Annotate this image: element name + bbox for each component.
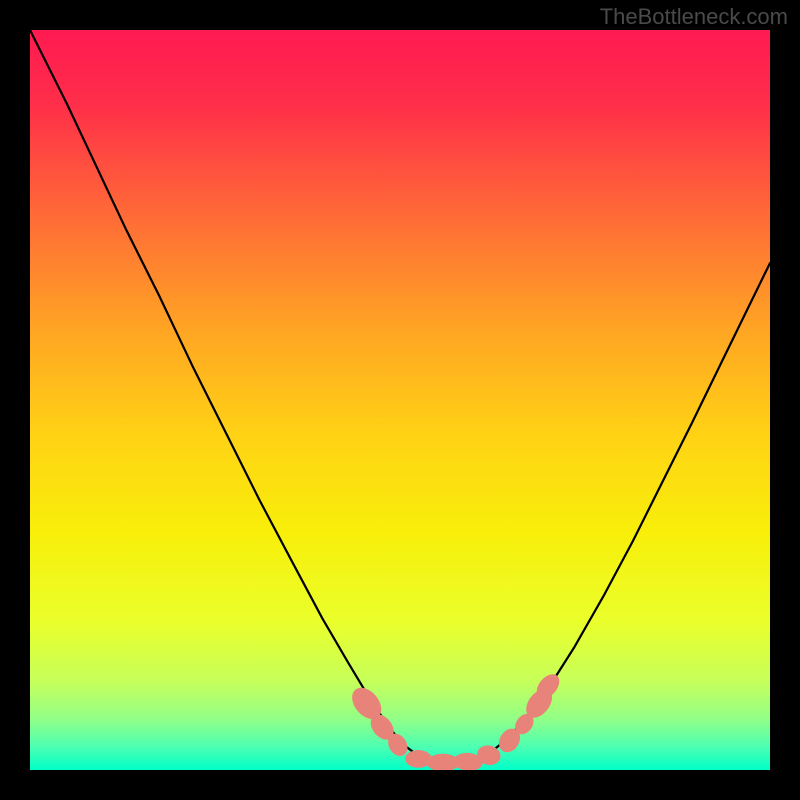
watermark-text: TheBottleneck.com (600, 4, 788, 30)
gradient-background (30, 30, 770, 770)
plot-area (30, 30, 770, 770)
chart-svg (30, 30, 770, 770)
